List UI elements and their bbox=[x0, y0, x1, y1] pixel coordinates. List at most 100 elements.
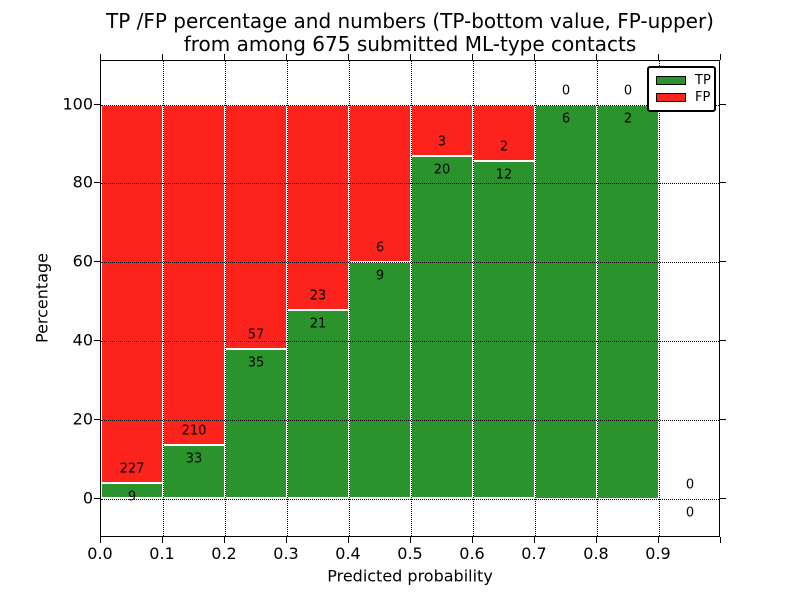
bar-segment-fp bbox=[287, 104, 349, 311]
horizontal-gridline bbox=[101, 183, 719, 185]
fp-count-annotation: 0 bbox=[685, 477, 695, 492]
tp-count-annotation: 35 bbox=[247, 355, 265, 371]
y-tick-mark-right bbox=[720, 497, 726, 499]
x-tick-mark-bottom bbox=[224, 537, 225, 543]
y-tick-mark-left bbox=[94, 339, 100, 341]
vertical-gridline bbox=[535, 61, 536, 536]
y-tick-mark-left bbox=[94, 497, 100, 499]
fp-count-annotation: 0 bbox=[623, 83, 633, 98]
x-tick-label: 0.2 bbox=[211, 544, 237, 563]
x-tick-mark-bottom bbox=[534, 537, 535, 543]
legend-swatch-fp bbox=[656, 93, 686, 103]
x-tick-label: 0.4 bbox=[335, 544, 361, 563]
chart-title-line1: TP /FP percentage and numbers (TP-bottom… bbox=[106, 9, 714, 33]
y-tick-mark-left bbox=[94, 418, 100, 420]
horizontal-gridline bbox=[101, 262, 719, 264]
bar-segment-fp bbox=[163, 104, 225, 445]
x-tick-mark-bottom bbox=[472, 537, 473, 543]
bar-segment-fp bbox=[225, 104, 287, 349]
fp-count-annotation: 6 bbox=[375, 240, 385, 256]
vertical-gridline bbox=[287, 61, 288, 536]
legend-entry-tp: TP bbox=[649, 73, 714, 87]
x-axis-label: Predicted probability bbox=[327, 566, 493, 586]
y-tick-label: 40 bbox=[72, 330, 93, 350]
bar-segment-fp bbox=[411, 104, 473, 156]
vertical-gridline bbox=[163, 61, 164, 536]
x-tick-label: 0.0 bbox=[87, 544, 113, 563]
y-tick-label: 0 bbox=[82, 488, 93, 507]
x-tick-mark-top bbox=[286, 54, 287, 60]
fp-count-annotation: 57 bbox=[247, 327, 265, 343]
x-tick-label: 0.1 bbox=[149, 544, 175, 563]
legend-label-tp: TP bbox=[695, 72, 711, 88]
tp-count-annotation: 20 bbox=[433, 162, 451, 178]
tp-count-annotation: 33 bbox=[185, 451, 203, 467]
x-tick-mark-top bbox=[410, 54, 411, 60]
y-tick-mark-left bbox=[94, 182, 100, 184]
x-tick-label: 0.7 bbox=[521, 544, 547, 563]
y-tick-mark-right bbox=[720, 103, 726, 105]
vertical-gridline bbox=[597, 61, 598, 536]
tp-count-annotation: 21 bbox=[309, 316, 327, 332]
x-tick-mark-top bbox=[100, 54, 101, 60]
bar-segment-tp bbox=[225, 348, 287, 499]
tp-count-annotation: 0 bbox=[685, 505, 695, 520]
tp-count-annotation: 6 bbox=[561, 111, 571, 126]
tp-count-annotation: 2 bbox=[623, 111, 633, 126]
y-tick-label: 100 bbox=[62, 94, 93, 113]
x-tick-mark-top bbox=[720, 54, 721, 60]
y-tick-mark-left bbox=[94, 261, 100, 263]
x-tick-label: 0.6 bbox=[459, 544, 485, 563]
y-tick-label: 80 bbox=[72, 172, 93, 192]
fp-count-annotation: 3 bbox=[437, 134, 447, 150]
x-tick-mark-bottom bbox=[162, 537, 163, 543]
bar-segment-tp bbox=[473, 160, 535, 499]
fp-count-annotation: 2 bbox=[499, 139, 509, 155]
chart-title-line2: from among 675 submitted ML-type contact… bbox=[183, 32, 637, 56]
x-tick-mark-bottom bbox=[286, 537, 287, 543]
fp-count-annotation: 23 bbox=[309, 288, 327, 304]
y-tick-mark-right bbox=[720, 339, 726, 341]
x-tick-mark-bottom bbox=[596, 537, 597, 543]
vertical-gridline bbox=[349, 61, 350, 536]
tp-count-annotation: 12 bbox=[495, 167, 513, 183]
horizontal-gridline bbox=[101, 104, 719, 106]
y-tick-mark-left bbox=[94, 103, 100, 105]
x-tick-mark-bottom bbox=[410, 537, 411, 543]
x-tick-mark-top bbox=[162, 54, 163, 60]
x-tick-mark-bottom bbox=[100, 537, 101, 543]
vertical-gridline bbox=[225, 61, 226, 536]
y-tick-label: 60 bbox=[72, 251, 93, 271]
x-tick-mark-bottom bbox=[720, 537, 721, 543]
fp-count-annotation: 0 bbox=[561, 83, 571, 98]
chart-title: TP /FP percentage and numbers (TP-bottom… bbox=[100, 10, 720, 56]
horizontal-gridline bbox=[101, 340, 719, 342]
legend-swatch-tp bbox=[656, 75, 686, 85]
fp-count-annotation: 227 bbox=[119, 461, 145, 477]
y-tick-mark-right bbox=[720, 261, 726, 263]
x-tick-mark-top bbox=[596, 54, 597, 60]
x-tick-mark-top bbox=[348, 54, 349, 60]
x-tick-label: 0.3 bbox=[273, 544, 299, 563]
horizontal-gridline bbox=[101, 419, 719, 421]
vertical-gridline bbox=[473, 61, 474, 536]
vertical-gridline bbox=[411, 61, 412, 536]
legend-label-fp: FP bbox=[695, 90, 711, 106]
x-tick-mark-top bbox=[534, 54, 535, 60]
bar-segment-tp bbox=[411, 155, 473, 499]
bar-segment-tp bbox=[535, 104, 597, 499]
tp-count-annotation: 9 bbox=[127, 489, 137, 505]
bar-segment-tp bbox=[101, 483, 163, 499]
y-tick-mark-right bbox=[720, 418, 726, 420]
x-tick-mark-bottom bbox=[658, 537, 659, 543]
horizontal-gridline bbox=[101, 498, 719, 500]
vertical-gridline bbox=[659, 61, 660, 536]
bar-segment-tp bbox=[597, 104, 659, 499]
bar-segment-tp bbox=[349, 262, 411, 499]
y-tick-label: 20 bbox=[72, 409, 93, 429]
x-tick-mark-bottom bbox=[348, 537, 349, 543]
x-tick-label: 0.5 bbox=[397, 544, 423, 563]
x-tick-mark-top bbox=[658, 54, 659, 60]
y-tick-mark-right bbox=[720, 182, 726, 184]
